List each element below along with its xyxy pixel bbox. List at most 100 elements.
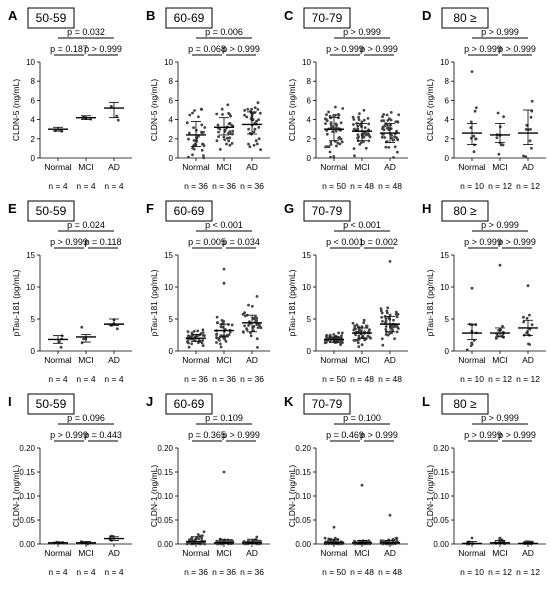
data-point — [247, 303, 250, 307]
data-point — [384, 328, 388, 331]
data-point — [195, 139, 198, 143]
panel-H: H 80 ≥ 0 5 10 15 pTau-181 (pg/mL) Normal n = 10 M… — [422, 200, 546, 384]
data-point — [472, 150, 476, 154]
data-point — [528, 313, 531, 317]
data-point — [395, 537, 399, 541]
data-point — [393, 135, 396, 139]
data-point — [357, 115, 360, 119]
sample-size-label: n = 50 — [322, 567, 346, 577]
data-point — [364, 146, 368, 150]
sample-size-label: n = 36 — [212, 374, 236, 384]
data-point — [474, 106, 478, 110]
data-point — [393, 145, 397, 149]
panel-A: A 50-59 0 2 4 6 8 10 CLDN-5 (ng/mL) Normal n = 4 MC… — [8, 7, 132, 191]
data-point — [395, 315, 399, 319]
data-point — [393, 337, 396, 340]
data-point — [186, 340, 189, 344]
data-point-outlier — [470, 70, 474, 73]
data-point — [362, 318, 366, 322]
data-point — [188, 113, 192, 117]
sample-size-label: n = 48 — [378, 181, 402, 191]
data-point — [522, 333, 526, 337]
y-tick-label: 0 — [307, 347, 312, 356]
data-point — [192, 139, 196, 142]
p-value-right: p > 0.999 — [360, 430, 398, 440]
y-axis-label: CLDN-1 (ng/mL) — [287, 465, 297, 528]
data-point — [251, 118, 255, 121]
y-tick-label: 2 — [31, 135, 36, 144]
data-point — [230, 123, 233, 127]
data-point-outlier — [526, 284, 530, 288]
data-point — [229, 114, 232, 118]
data-point — [354, 338, 357, 342]
panel-letter: F — [146, 201, 154, 216]
category-label: AD — [246, 355, 258, 365]
y-tick-label: 0 — [307, 154, 312, 163]
data-point — [215, 315, 219, 319]
data-point — [469, 126, 473, 129]
y-tick-label: 5 — [307, 315, 312, 324]
sample-size-label: n = 4 — [104, 374, 123, 384]
y-axis-label: CLDN-1 (ng/mL) — [149, 465, 159, 528]
data-point — [357, 325, 360, 329]
category-label: AD — [384, 355, 396, 365]
p-value-left: p = 0.469 — [326, 430, 364, 440]
y-tick-label: 4 — [31, 116, 36, 125]
data-point — [257, 118, 260, 122]
sample-size-label: n = 12 — [488, 374, 512, 384]
sample-size-label: n = 36 — [184, 181, 208, 191]
data-point — [245, 115, 249, 119]
panel-J: J 60-69 0.00 0.05 0.10 0.15 0.20 CLDN-1 (ng/mL)… — [146, 393, 270, 577]
data-point — [356, 136, 359, 140]
data-point — [387, 117, 391, 120]
data-point — [82, 337, 85, 341]
data-point — [395, 129, 398, 133]
category-label: Normal — [44, 355, 72, 365]
data-point — [353, 154, 356, 158]
sample-size-label: n = 48 — [378, 374, 402, 384]
data-point — [336, 141, 340, 145]
data-point — [356, 124, 360, 128]
y-tick-label: 10 — [26, 283, 35, 292]
data-point — [329, 140, 333, 144]
data-point — [257, 137, 261, 141]
data-point — [386, 306, 390, 310]
y-tick-label: 2 — [169, 135, 174, 144]
data-point — [357, 334, 361, 338]
p-value-left: p = 0.005 — [188, 237, 226, 247]
y-tick-label: 0.05 — [295, 516, 311, 525]
data-point — [197, 115, 200, 119]
data-point — [230, 142, 234, 145]
data-point — [334, 129, 338, 133]
y-tick-label: 10 — [164, 283, 173, 292]
data-point — [189, 335, 193, 338]
y-tick-label: 0.10 — [157, 492, 173, 501]
data-point — [247, 127, 250, 131]
data-point — [252, 143, 256, 147]
category-label: MCI — [216, 548, 232, 558]
data-point — [185, 121, 189, 125]
category-label: MCI — [216, 355, 232, 365]
data-point — [202, 154, 205, 158]
data-point — [502, 115, 505, 119]
data-point — [59, 345, 63, 349]
data-point — [381, 343, 385, 347]
y-tick-label: 2 — [445, 135, 450, 144]
sample-size-label: n = 48 — [350, 181, 374, 191]
p-value-top: p = 0.024 — [67, 220, 105, 230]
data-point — [255, 539, 259, 542]
data-point — [252, 130, 256, 134]
y-tick-label: 0.00 — [157, 540, 173, 549]
data-point — [396, 138, 400, 142]
data-point — [190, 542, 194, 546]
sample-size-label: n = 4 — [48, 181, 67, 191]
age-group-label: 50-59 — [36, 204, 67, 218]
y-tick-label: 0.20 — [433, 444, 449, 453]
data-point — [190, 331, 194, 335]
data-point — [255, 119, 258, 123]
data-point — [355, 122, 359, 125]
y-tick-label: 0.10 — [19, 492, 35, 501]
data-point-outlier — [388, 513, 392, 517]
data-point — [367, 122, 371, 126]
age-group-label: 70-79 — [312, 11, 343, 25]
